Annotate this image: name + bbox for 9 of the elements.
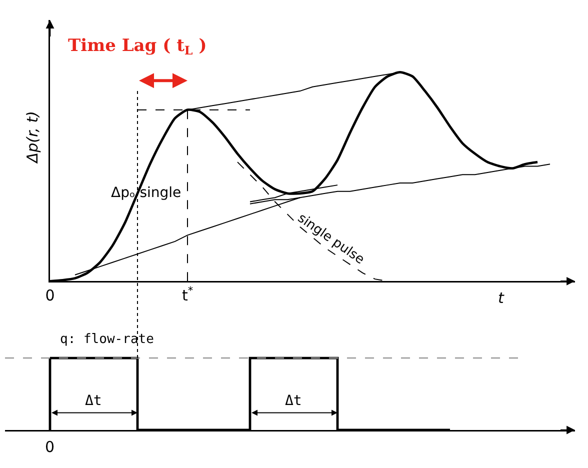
annotation: Δt <box>285 393 302 409</box>
annotation: Δt <box>85 393 102 409</box>
y-axis-title: Δp(r, t) <box>24 110 42 164</box>
text: Time Lag ( t$_{L}$ ) <box>68 36 207 58</box>
annotation: Δpₒ single <box>111 185 182 201</box>
x-axis-title: t <box>498 289 505 307</box>
x-tick-label: t$^{*}$ <box>182 285 194 304</box>
text: 0 <box>45 438 55 456</box>
y-axis-title: q: flow-rate <box>60 332 154 347</box>
